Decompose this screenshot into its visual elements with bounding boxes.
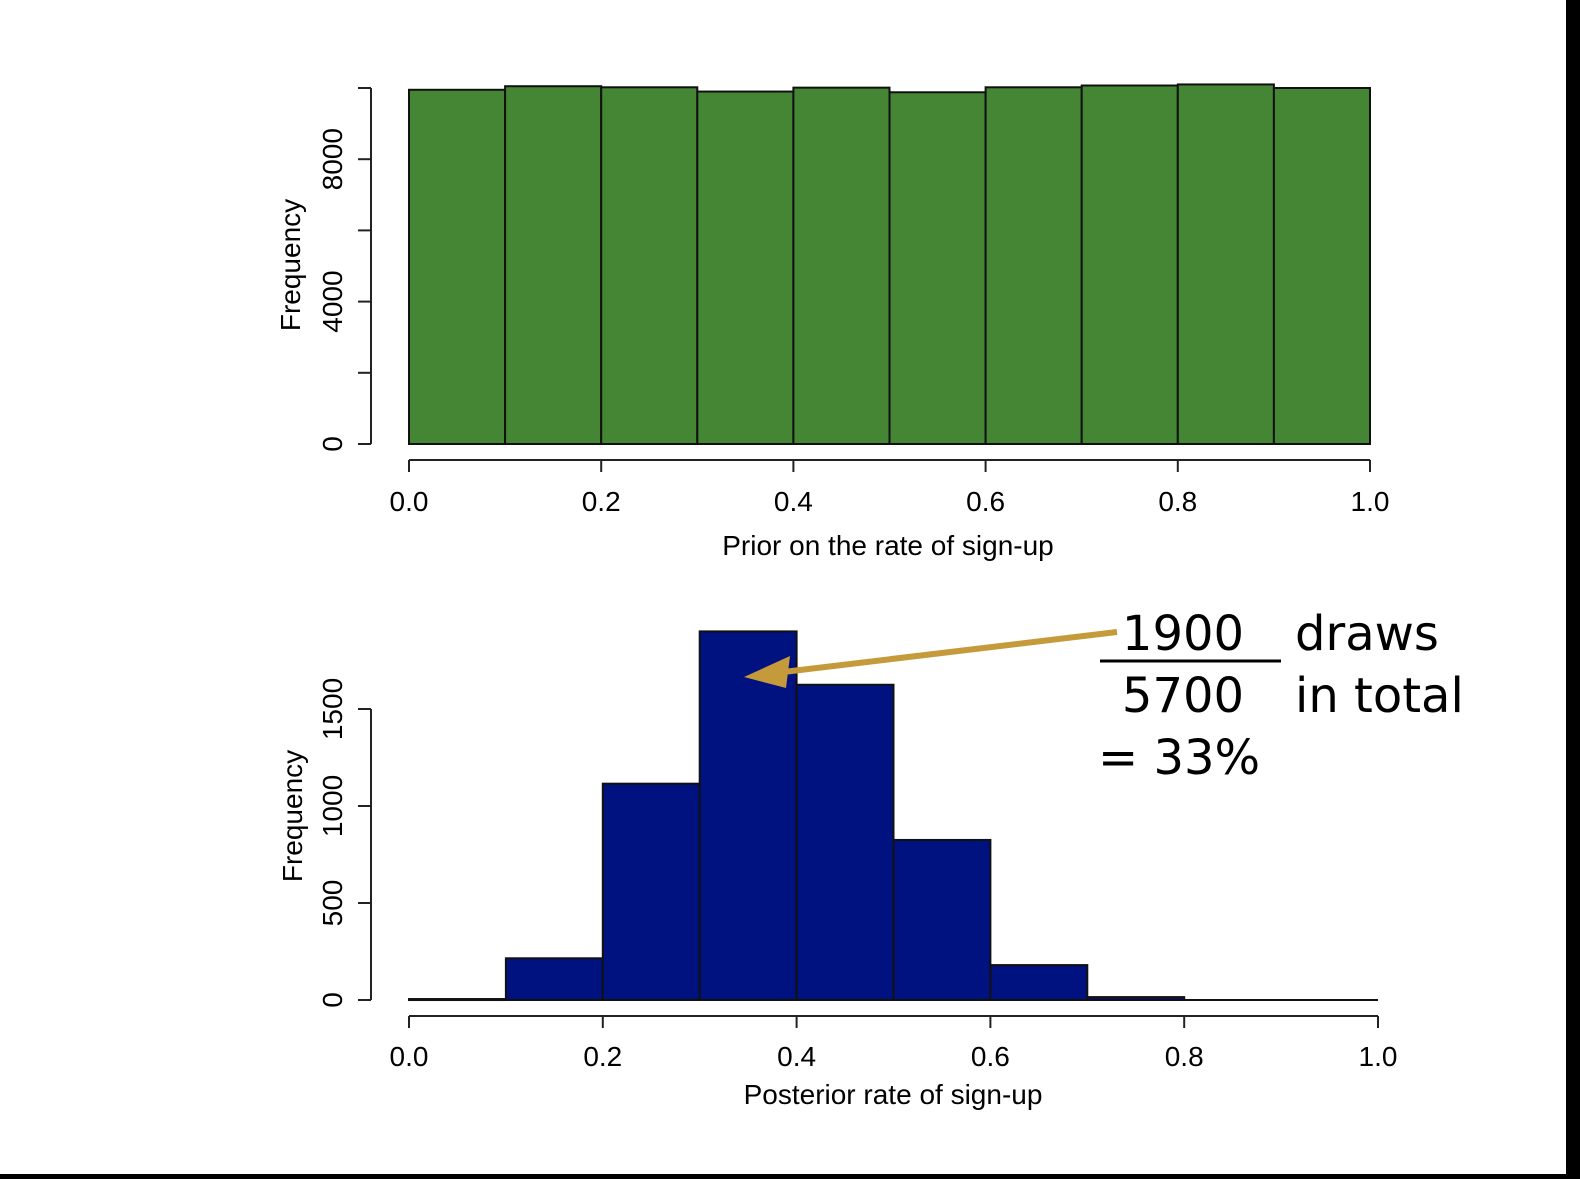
- fraction-result: = 33%: [1098, 730, 1260, 786]
- posterior-y-tick-label: 500: [317, 880, 348, 927]
- posterior-y-tick-label: 0: [317, 992, 348, 1008]
- prior-x-tick-label: 1.0: [1351, 486, 1390, 517]
- posterior-x-tick-label: 0.2: [583, 1041, 622, 1072]
- posterior-y-axis: 0 500 1000 1500: [317, 678, 372, 1008]
- prior-y-axis-label: Frequency: [275, 199, 306, 331]
- draws-label: draws: [1295, 606, 1439, 662]
- in-total-label: in total: [1295, 668, 1464, 724]
- prior-bar-2: [600, 86, 699, 446]
- prior-bar-5: [888, 91, 987, 445]
- posterior-bar-4: [795, 683, 895, 1001]
- posterior-y-tick-label: 1000: [317, 775, 348, 837]
- prior-bar-1: [504, 85, 603, 445]
- posterior-bar-5: [892, 838, 992, 1002]
- prior-bar-8: [1176, 83, 1275, 445]
- prior-y-tick-label: 4000: [317, 270, 348, 332]
- prior-x-tick-label: 0.0: [390, 486, 429, 517]
- prior-x-tick-label: 0.6: [966, 486, 1005, 517]
- posterior-bar-7: [1086, 996, 1186, 1002]
- prior-y-tick-label: 8000: [317, 128, 348, 190]
- prior-x-axis: 0.0 0.2 0.4 0.6 0.8 1.0: [390, 459, 1390, 517]
- posterior-histogram: 0 500 1000 1500 0.0 0.2 0.4 0.6 0.8 1.0 Posterio…: [277, 630, 1398, 1110]
- prior-bar-6: [984, 86, 1083, 446]
- fraction-numerator: 1900: [1122, 606, 1244, 662]
- posterior-x-tick-label: 1.0: [1359, 1041, 1398, 1072]
- prior-x-tick-label: 0.2: [582, 486, 621, 517]
- posterior-y-tick-label: 1500: [317, 678, 348, 740]
- prior-y-tick-label: 0: [317, 436, 348, 452]
- fraction-annotation: 1900 5700 = 33% draws in total: [744, 606, 1464, 786]
- arrow-shaft: [774, 629, 1118, 676]
- prior-bar-0: [408, 88, 507, 445]
- prior-x-tick-label: 0.4: [774, 486, 813, 517]
- posterior-bar-6: [989, 964, 1089, 1002]
- posterior-x-tick-label: 0.6: [971, 1041, 1010, 1072]
- posterior-x-tick-label: 0.0: [390, 1041, 429, 1072]
- posterior-x-axis-label: Posterior rate of sign-up: [744, 1079, 1043, 1110]
- posterior-y-axis-label: Frequency: [277, 750, 308, 882]
- prior-bar-3: [696, 90, 795, 445]
- prior-x-tick-label: 0.8: [1158, 486, 1197, 517]
- prior-bar-7: [1080, 84, 1179, 446]
- prior-histogram: 0 4000 8000 0.0 0.2 0.4 0.6 0.8 1.0 Prior on th…: [275, 83, 1390, 561]
- arrow-head: [744, 656, 790, 688]
- posterior-x-tick-label: 0.8: [1165, 1041, 1204, 1072]
- posterior-x-tick-label: 0.4: [777, 1041, 816, 1072]
- prior-x-axis-label: Prior on the rate of sign-up: [722, 530, 1054, 561]
- fraction-denominator: 5700: [1122, 668, 1244, 724]
- posterior-bar-2: [601, 782, 701, 1001]
- posterior-bar-1: [504, 957, 604, 1001]
- posterior-x-axis: 0.0 0.2 0.4 0.6 0.8 1.0: [390, 1015, 1398, 1072]
- prior-bar-9: [1272, 87, 1372, 445]
- prior-y-axis: 0 4000 8000: [317, 87, 372, 452]
- posterior-bar-0: [408, 998, 507, 1002]
- prior-bar-4: [792, 86, 891, 445]
